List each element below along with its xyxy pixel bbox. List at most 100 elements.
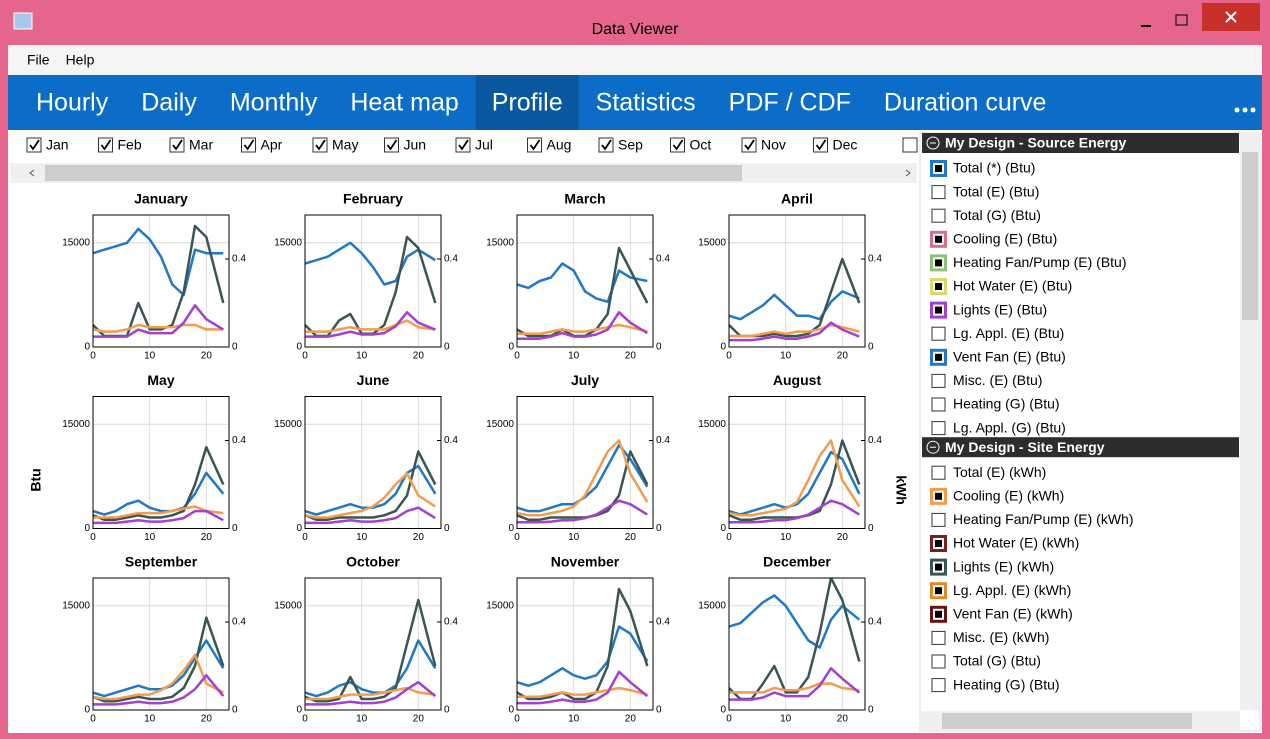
month-label: Jun bbox=[404, 137, 427, 153]
y-tick-label: 0 bbox=[296, 523, 302, 534]
month-label: Jan bbox=[46, 137, 69, 153]
check-mark bbox=[29, 139, 40, 151]
collapse-icon[interactable] bbox=[926, 136, 940, 150]
series-label: Total (E) (Btu) bbox=[953, 183, 1039, 199]
tab[interactable]: PDF / CDF bbox=[729, 89, 851, 117]
y2-tick-label: 0 bbox=[868, 705, 874, 716]
series-label: Total (E) (kWh) bbox=[953, 464, 1046, 480]
scroll-thumb[interactable] bbox=[45, 165, 742, 181]
series-checkbox[interactable] bbox=[931, 373, 946, 388]
tab[interactable]: Statistics bbox=[596, 89, 696, 117]
x-tick-label: 0 bbox=[302, 351, 308, 362]
tab[interactable]: Monthly bbox=[230, 89, 318, 117]
series-checkbox[interactable] bbox=[931, 185, 946, 200]
x-tick-label: 20 bbox=[625, 532, 637, 543]
series-line bbox=[305, 450, 437, 521]
series-checkbox[interactable] bbox=[931, 326, 946, 341]
month-label: Sep bbox=[618, 137, 643, 153]
series-checkbox[interactable] bbox=[931, 678, 946, 693]
check-mark bbox=[744, 139, 755, 151]
y-tick-label: 15000 bbox=[274, 600, 302, 611]
check-mark bbox=[601, 139, 612, 151]
series-line bbox=[517, 670, 649, 705]
series-line bbox=[93, 323, 224, 333]
menu-item[interactable]: Help bbox=[66, 52, 95, 68]
y2-tick-label: 0 bbox=[444, 342, 450, 353]
y-tick-label: 15000 bbox=[486, 600, 514, 611]
y-tick-label: 0 bbox=[720, 705, 726, 716]
tab[interactable]: Daily bbox=[141, 89, 197, 117]
scroll-thumb[interactable] bbox=[942, 713, 1192, 729]
check-mark bbox=[458, 139, 469, 151]
scroll-thumb[interactable] bbox=[1242, 152, 1258, 320]
series-line bbox=[729, 667, 861, 701]
tab[interactable]: Profile bbox=[492, 89, 563, 117]
check-fill bbox=[935, 540, 942, 547]
x-tick-label: 20 bbox=[837, 714, 849, 725]
series-checkbox[interactable] bbox=[931, 208, 946, 223]
check-mark bbox=[172, 139, 183, 151]
plot-frame bbox=[728, 577, 866, 711]
group-title: My Design - Source Energy bbox=[945, 135, 1126, 151]
series-line bbox=[305, 506, 436, 525]
chart: January 0 10 20 0 15000 0 0.4 bbox=[62, 191, 246, 362]
series-checkbox[interactable] bbox=[931, 654, 946, 669]
x-tick-label: 0 bbox=[90, 532, 96, 543]
tab[interactable]: Hourly bbox=[36, 89, 109, 117]
series-label: Heating Fan/Pump (E) (kWh) bbox=[953, 511, 1134, 527]
series-line bbox=[729, 439, 861, 521]
series-label: Heating (G) (Btu) bbox=[953, 396, 1060, 412]
collapse-icon[interactable] bbox=[926, 440, 940, 454]
tab[interactable]: Heat map bbox=[350, 89, 458, 117]
month-checkbox[interactable] bbox=[902, 137, 918, 153]
check-fill bbox=[935, 353, 942, 361]
series-checkbox[interactable] bbox=[931, 465, 946, 480]
window-title: Data Viewer bbox=[592, 21, 680, 38]
maximize-button[interactable] bbox=[1175, 14, 1188, 26]
y-tick-label: 0 bbox=[508, 342, 514, 353]
y-tick-label: 15000 bbox=[698, 237, 726, 248]
check-fill bbox=[935, 235, 942, 243]
tab[interactable]: Duration curve bbox=[884, 89, 1047, 117]
series-line bbox=[729, 321, 860, 342]
app-icon bbox=[13, 12, 33, 30]
series-label: Vent Fan (E) (Btu) bbox=[953, 349, 1066, 365]
series-line bbox=[305, 311, 436, 338]
series-checkbox[interactable] bbox=[931, 512, 946, 527]
y-tick-label: 15000 bbox=[274, 237, 302, 248]
series-checkbox[interactable] bbox=[931, 397, 946, 412]
chart: October 0 10 20 0 15000 0 0.4 bbox=[274, 554, 458, 725]
x-tick-label: 10 bbox=[144, 351, 156, 362]
month-label: Mar bbox=[189, 137, 213, 153]
more-icon[interactable] bbox=[1234, 107, 1240, 113]
group-header bbox=[922, 133, 1239, 153]
y-tick-label: 0 bbox=[720, 523, 726, 534]
y2-tick-label: 0.4 bbox=[232, 435, 246, 446]
check-mark bbox=[529, 139, 541, 151]
series-label: Lg. Appl. (E) (Btu) bbox=[953, 325, 1064, 341]
y-tick-label: 0 bbox=[720, 342, 726, 353]
series-line bbox=[517, 686, 648, 699]
series-line bbox=[517, 450, 649, 521]
series-line bbox=[517, 625, 649, 687]
y-tick-label: 0 bbox=[84, 523, 90, 534]
y2-tick-label: 0.4 bbox=[444, 617, 458, 628]
plot-frame bbox=[92, 396, 230, 529]
x-tick-label: 10 bbox=[356, 532, 368, 543]
series-checkbox[interactable] bbox=[931, 421, 946, 436]
series-line bbox=[729, 594, 861, 649]
chart: May 0 10 20 0 15000 0 0.4 bbox=[62, 372, 246, 543]
more-icon[interactable] bbox=[1242, 107, 1248, 113]
series-line bbox=[93, 653, 224, 701]
check-mark bbox=[315, 139, 326, 151]
y-tick-label: 15000 bbox=[698, 600, 726, 611]
scroll-left[interactable] bbox=[29, 169, 35, 177]
check-fill bbox=[935, 165, 942, 172]
menu-bar bbox=[8, 45, 1262, 75]
y-tick-label: 0 bbox=[508, 523, 514, 534]
menu-item[interactable]: File bbox=[27, 52, 50, 68]
series-checkbox[interactable] bbox=[931, 630, 946, 645]
scroll-right[interactable] bbox=[905, 169, 911, 177]
more-icon[interactable] bbox=[1250, 107, 1256, 113]
chart: February 0 10 20 0 15000 0 0.4 bbox=[274, 191, 458, 362]
